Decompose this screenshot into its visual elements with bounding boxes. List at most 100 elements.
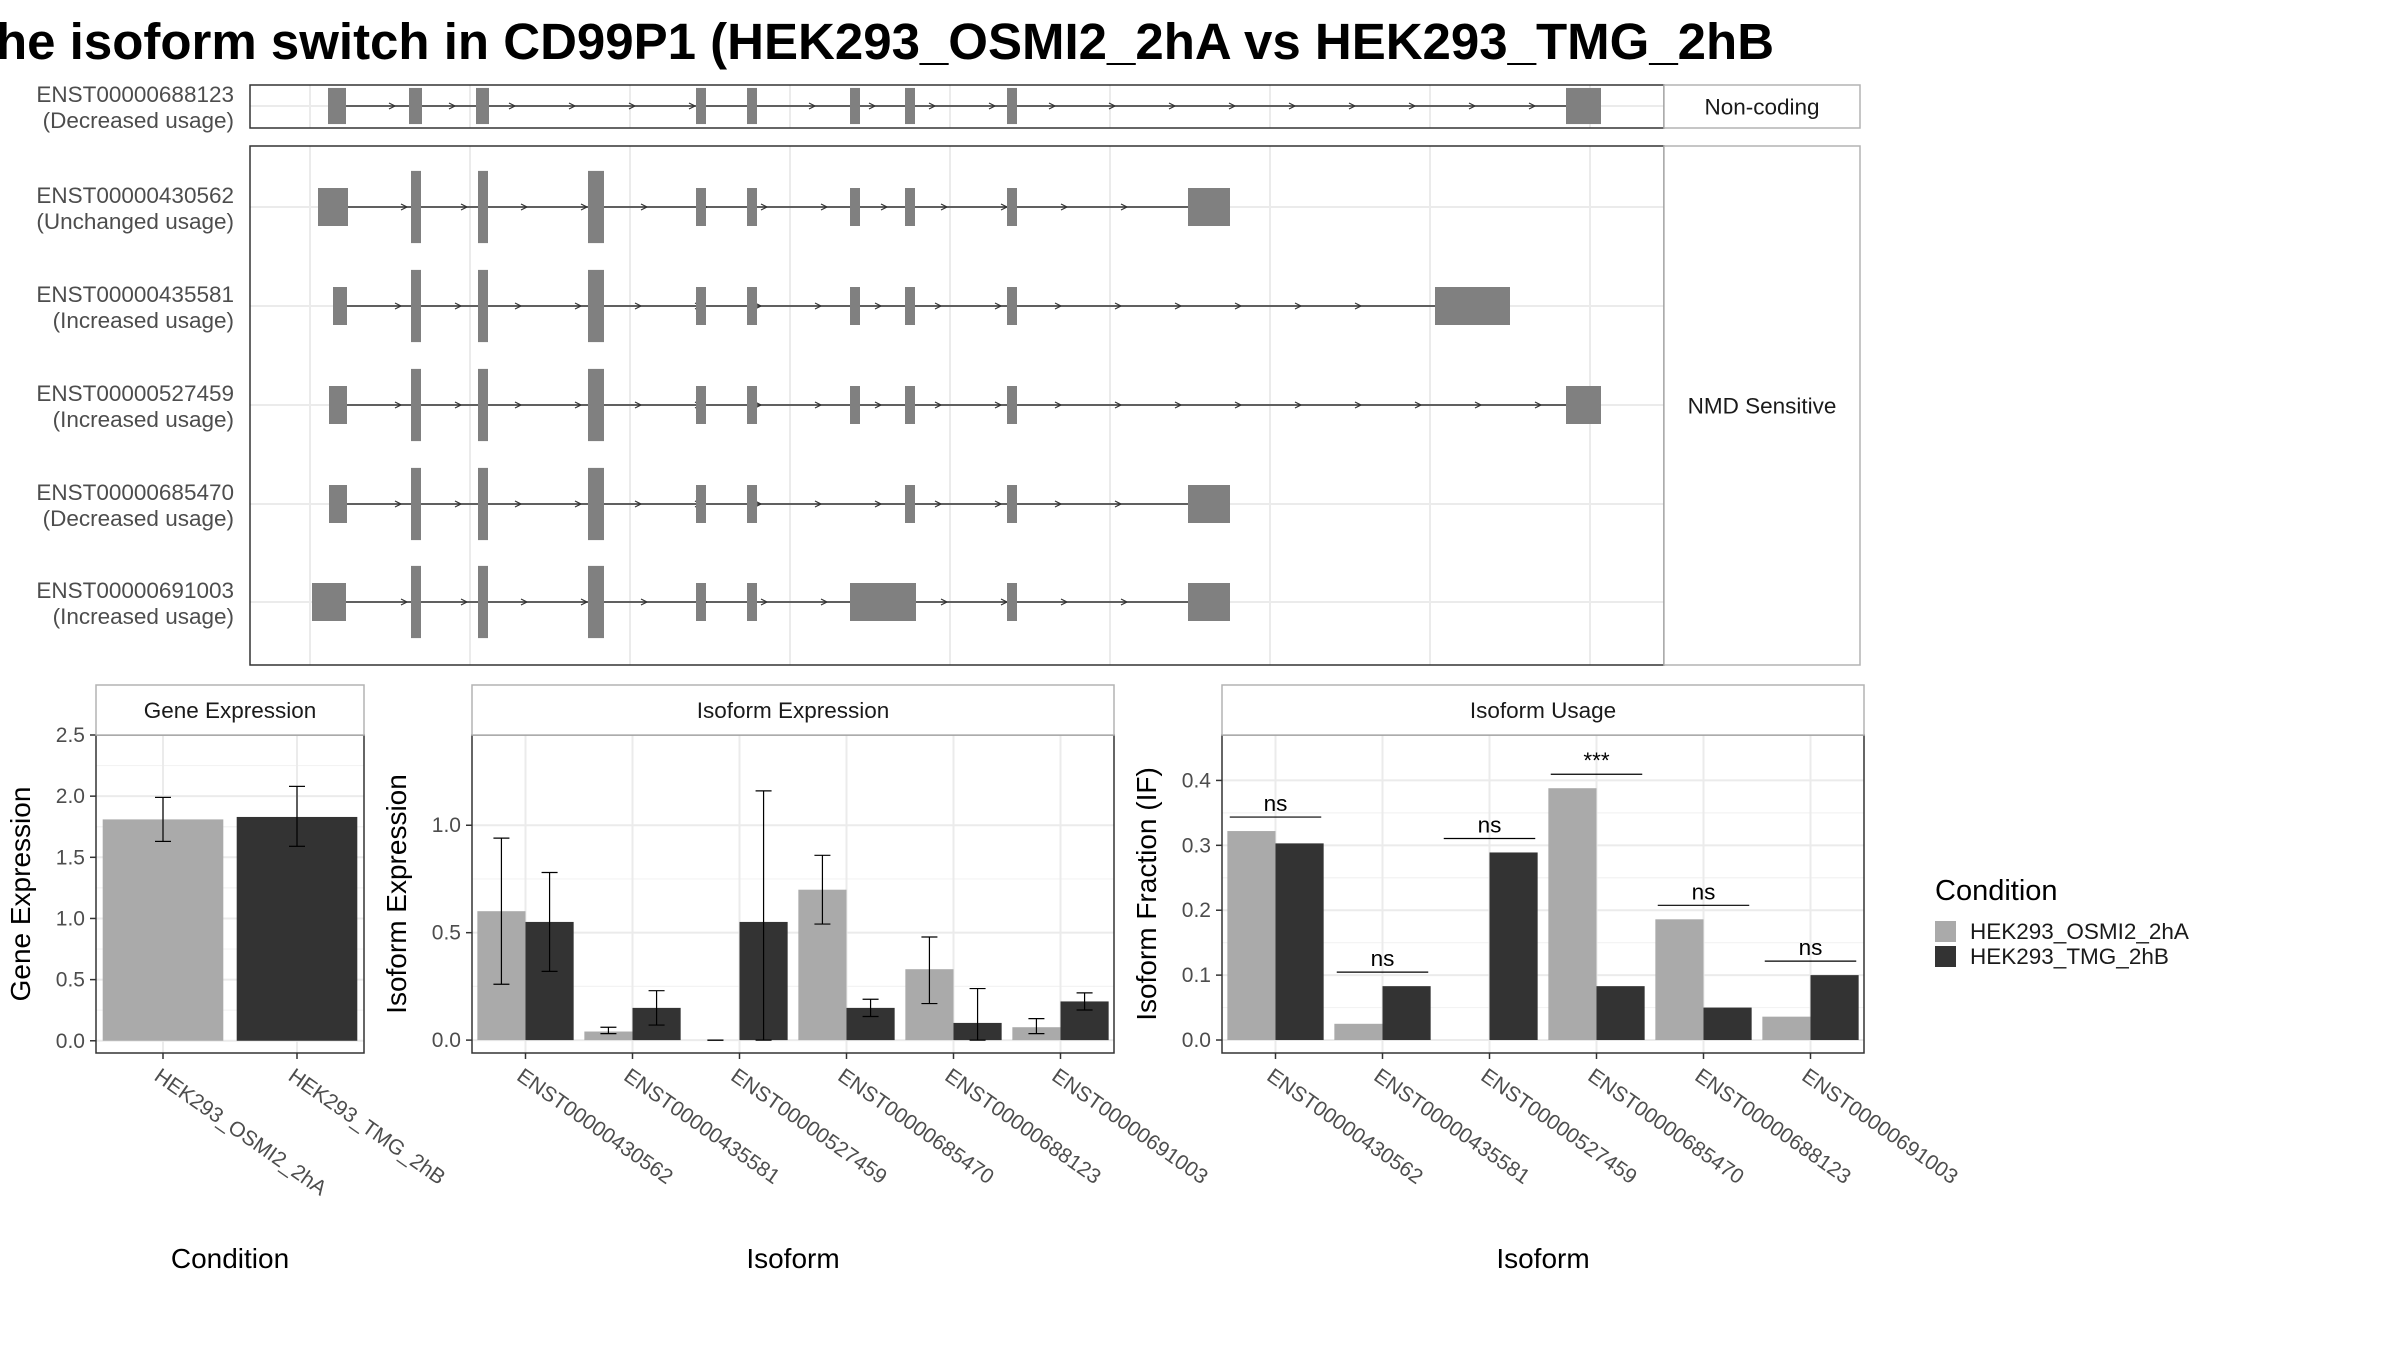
y-tick-label: 0.0 — [432, 1029, 461, 1052]
exon — [588, 565, 604, 639]
strand-arrow — [760, 598, 769, 606]
strand-arrow — [994, 500, 1003, 508]
strand-arrow — [514, 500, 523, 508]
y-axis-title: Gene Expression — [5, 787, 36, 1002]
strand-arrow — [448, 102, 457, 110]
exon — [478, 368, 488, 442]
strand-arrow — [454, 302, 463, 310]
strand-arrow — [1528, 102, 1537, 110]
strand-arrow — [388, 102, 397, 110]
strand-arrow — [1114, 500, 1123, 508]
exon — [747, 188, 757, 226]
strand-arrow — [400, 203, 409, 211]
transcript-usage-label: (Decreased usage) — [43, 108, 234, 133]
exon — [747, 287, 757, 325]
exon — [1007, 188, 1017, 226]
exon — [478, 565, 488, 639]
strand-arrow — [400, 598, 409, 606]
strand-arrow — [1054, 500, 1063, 508]
exon — [478, 467, 488, 541]
transcript-usage-label: (Increased usage) — [53, 604, 234, 629]
exon — [329, 386, 347, 424]
exon — [318, 188, 348, 226]
exon — [476, 87, 489, 125]
strand-arrow — [814, 302, 823, 310]
x-axis-title: Isoform — [1496, 1243, 1589, 1274]
strand-arrow — [634, 500, 643, 508]
exon — [411, 170, 421, 244]
strand-arrow — [880, 203, 889, 211]
strand-arrow — [1048, 102, 1057, 110]
strand-arrow — [1534, 401, 1543, 409]
bar — [1489, 852, 1538, 1041]
transcript-track: ENST00000691003(Increased usage) — [36, 565, 1230, 639]
exon — [696, 583, 706, 621]
group-strip — [1663, 84, 1861, 129]
significance-label: ns — [1264, 791, 1288, 816]
exon — [1007, 87, 1017, 125]
exon — [747, 583, 757, 621]
y-tick-label: 0.0 — [56, 1030, 85, 1053]
legend-title: Condition — [1935, 875, 2058, 907]
exon — [905, 87, 915, 125]
strand-arrow — [394, 302, 403, 310]
exon — [478, 269, 488, 343]
strand-arrow — [994, 302, 1003, 310]
exon — [312, 583, 346, 621]
strand-arrow — [1120, 598, 1129, 606]
exon — [328, 87, 346, 125]
strand-arrow — [514, 401, 523, 409]
significance-label: ns — [1371, 946, 1395, 971]
y-tick-label: 1.0 — [432, 814, 461, 837]
panel-strip — [95, 684, 365, 736]
strand-arrow — [874, 401, 883, 409]
exon — [696, 87, 706, 125]
strand-arrow — [1234, 401, 1243, 409]
figure-title: he isoform switch in CD99P1 (HEK293_OSMI… — [0, 13, 1774, 70]
y-axis-title: Isoform Expression — [381, 774, 412, 1014]
group-strip-label: Non-coding — [1704, 95, 1819, 120]
strand-arrow — [820, 203, 829, 211]
isoform-expression-chart: Isoform Expression0.00.51.0ENST000004305… — [381, 684, 1212, 1274]
exon — [905, 188, 915, 226]
exon — [747, 485, 757, 523]
strand-arrow — [574, 302, 583, 310]
strand-arrow — [634, 401, 643, 409]
strand-arrow — [874, 500, 883, 508]
strand-arrow — [1054, 302, 1063, 310]
bar — [236, 816, 358, 1041]
y-tick-label: 2.5 — [56, 724, 85, 747]
strand-arrow — [1114, 302, 1123, 310]
strand-arrow — [574, 401, 583, 409]
group-strip-label: NMD Sensitive — [1688, 394, 1837, 419]
y-tick-label: 0.3 — [1182, 834, 1211, 857]
strand-arrow — [1228, 102, 1237, 110]
y-tick-label: 1.0 — [56, 907, 85, 930]
strand-arrow — [1114, 401, 1123, 409]
significance-label: ns — [1478, 812, 1502, 837]
strand-arrow — [508, 102, 517, 110]
x-axis-title: Condition — [171, 1243, 289, 1274]
strand-arrow — [688, 102, 697, 110]
y-tick-label: 0.1 — [1182, 964, 1211, 987]
strand-arrow — [814, 500, 823, 508]
bar — [1655, 919, 1704, 1041]
bar — [584, 1031, 633, 1041]
strand-arrow — [988, 102, 997, 110]
transcript-usage-label: (Decreased usage) — [43, 506, 234, 531]
bar — [1548, 788, 1597, 1041]
exon — [1007, 287, 1017, 325]
transcript-id-label: ENST00000691003 — [36, 578, 234, 603]
legend-label: HEK293_TMG_2hB — [1970, 944, 2169, 969]
isoform-usage-chart: ns ns ns *** ns ns Isoform Usage 0.0 0.1 0.2 0.3 0.… — [1131, 684, 1962, 1274]
exon — [588, 368, 604, 442]
plot-background — [1222, 735, 1864, 1053]
strand-arrow — [1288, 102, 1297, 110]
bar — [1596, 986, 1645, 1041]
strand-arrow — [868, 102, 877, 110]
strand-arrow — [1174, 302, 1183, 310]
bar — [1703, 1007, 1752, 1041]
exon — [1435, 287, 1510, 325]
y-tick-label: 1.5 — [56, 846, 85, 869]
